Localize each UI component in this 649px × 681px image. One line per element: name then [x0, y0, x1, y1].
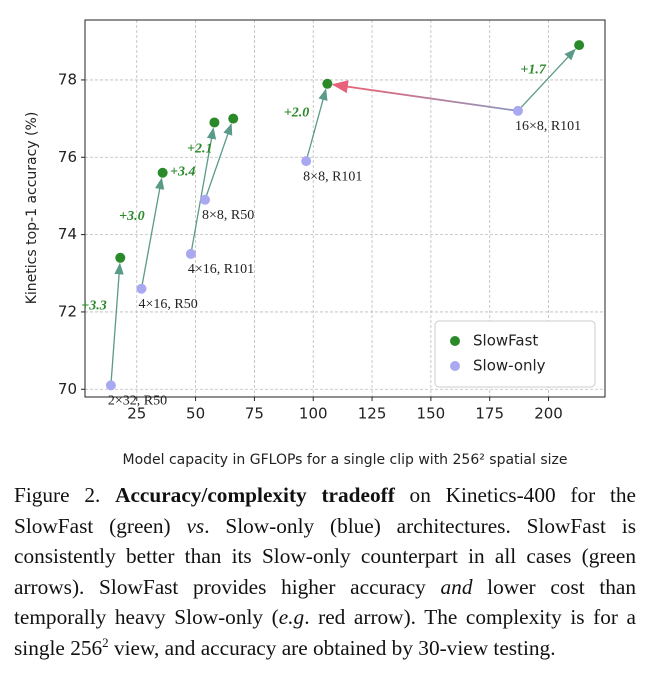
arrow: [140, 177, 165, 289]
x-tick-label: 75: [245, 405, 264, 423]
x-tick-label: 50: [186, 405, 205, 423]
red-arrow: [331, 80, 519, 112]
x-tick-label: 200: [534, 405, 563, 423]
gain-label: +2.1: [187, 142, 212, 157]
point-label: 16×8, R101: [515, 119, 581, 134]
point-label: 2×32, R50: [108, 394, 167, 409]
x-tick-label: 150: [417, 405, 446, 423]
caption-run: view, and accuracy are obtained by 30-vi…: [108, 635, 556, 660]
point-label: 4×16, R50: [138, 297, 197, 312]
chart: Kinetics top-1 accuracy (%) Model capaci…: [24, 19, 606, 468]
point: [185, 248, 196, 259]
gain-label: +3.4: [170, 165, 195, 180]
point: [200, 194, 210, 205]
point: [574, 40, 585, 51]
point: [301, 156, 312, 167]
x-tick-label: 25: [127, 405, 146, 423]
point: [157, 167, 168, 178]
arrow: [517, 48, 576, 112]
y-tick-label: 70: [58, 380, 77, 398]
point: [512, 105, 523, 116]
plot-frame: [84, 19, 606, 398]
caption-run: vs: [186, 513, 205, 538]
gain-label: +1.7: [520, 62, 546, 77]
point: [136, 283, 147, 294]
x-tick-label: 125: [358, 405, 387, 423]
gain-label: +3.0: [119, 209, 144, 224]
x-axis-label: Model capacity in GFLOPs for a single cl…: [123, 452, 568, 468]
arrow: [190, 127, 217, 255]
caption-run: and: [440, 574, 473, 599]
caption-run: . red arrow). The complexity is for a si…: [14, 605, 636, 660]
caption: Figure 2. Accuracy/complexity tradeoff o…: [14, 480, 636, 663]
caption-run: on Kinetics-400 for the SlowFast (green): [14, 483, 636, 538]
point: [322, 78, 333, 89]
arrow: [110, 262, 124, 386]
y-axis-label: Kinetics top-1 accuracy (%): [24, 112, 40, 305]
y-tick-label: 72: [58, 302, 77, 320]
caption-run: e.g: [278, 605, 305, 629]
caption-run: 2: [102, 634, 109, 650]
legend-marker: [450, 361, 460, 371]
point: [115, 252, 126, 263]
point: [105, 380, 116, 391]
y-tick-label: 78: [58, 70, 77, 88]
point-label: 8×8, R50: [202, 208, 254, 223]
y-tick-label: 74: [58, 225, 77, 243]
legend-box: [434, 320, 596, 388]
point: [228, 113, 239, 124]
point-label: 4×16, R101: [188, 262, 254, 277]
x-tick-label: 175: [475, 405, 504, 423]
caption-run: . Slow-only (blue) architectures. SlowFa…: [14, 513, 636, 599]
caption-run: Accuracy/complexity tradeoff: [115, 483, 395, 507]
legend-label: SlowFast: [473, 332, 538, 350]
gain-label: +2.0: [284, 105, 309, 120]
caption-run: lower cost than temporally heavy Slow-on…: [14, 574, 636, 630]
x-tick-label: 100: [299, 405, 328, 423]
point: [209, 117, 220, 128]
point-label: 8×8, R101: [303, 169, 362, 184]
caption-run: Figure 2.: [14, 483, 116, 507]
legend-label: Slow-only: [473, 357, 546, 375]
gain-label: +3.3: [81, 299, 106, 314]
arrow: [305, 88, 328, 162]
legend-marker: [450, 336, 460, 346]
arrow: [204, 123, 233, 201]
y-tick-label: 76: [58, 148, 77, 166]
